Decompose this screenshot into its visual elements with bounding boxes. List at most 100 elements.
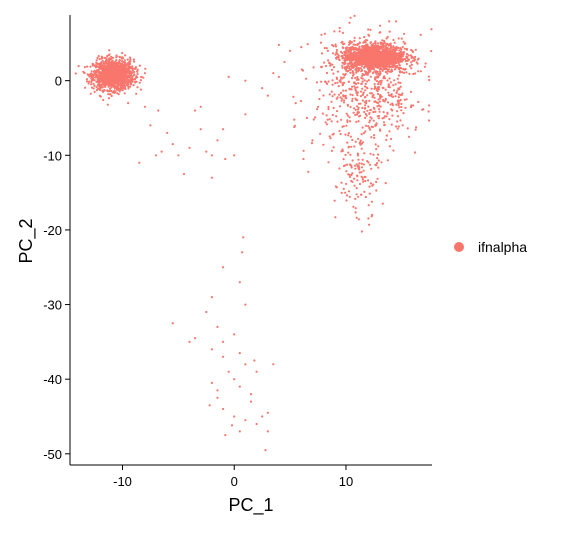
data-point bbox=[222, 340, 225, 343]
data-point bbox=[379, 24, 382, 27]
data-point bbox=[138, 161, 141, 164]
data-point bbox=[368, 163, 372, 166]
data-point bbox=[242, 236, 245, 239]
data-point bbox=[95, 86, 98, 89]
data-point bbox=[413, 57, 416, 60]
data-point bbox=[376, 45, 379, 49]
data-point bbox=[112, 68, 115, 71]
data-point bbox=[353, 36, 356, 40]
data-point bbox=[356, 57, 359, 60]
y-tick-label: -30 bbox=[43, 298, 62, 313]
data-point bbox=[384, 98, 387, 102]
data-point bbox=[93, 84, 96, 87]
data-point bbox=[382, 77, 385, 80]
data-point bbox=[216, 139, 219, 142]
data-point bbox=[397, 37, 400, 40]
data-point bbox=[104, 65, 107, 68]
data-point bbox=[100, 63, 103, 66]
data-point bbox=[392, 62, 396, 65]
data-point bbox=[330, 120, 333, 123]
data-point bbox=[222, 128, 225, 131]
data-point bbox=[383, 115, 387, 118]
data-point bbox=[349, 51, 352, 54]
data-point bbox=[154, 154, 158, 157]
data-point bbox=[264, 449, 267, 452]
data-point bbox=[378, 110, 381, 113]
data-point bbox=[396, 115, 400, 118]
data-point bbox=[132, 58, 135, 61]
data-point bbox=[139, 79, 142, 82]
data-point bbox=[395, 91, 398, 94]
data-point bbox=[350, 77, 354, 80]
data-point bbox=[341, 66, 344, 69]
data-point bbox=[349, 164, 352, 167]
data-point bbox=[411, 104, 415, 107]
data-point bbox=[114, 66, 117, 69]
data-point bbox=[351, 172, 354, 175]
data-point bbox=[103, 89, 106, 92]
data-point bbox=[405, 52, 409, 56]
x-ticks: -10 0 10 bbox=[113, 465, 353, 489]
data-point bbox=[399, 98, 402, 102]
data-point bbox=[134, 67, 137, 70]
data-point bbox=[354, 51, 357, 54]
data-point bbox=[388, 118, 391, 121]
data-point bbox=[127, 87, 130, 90]
data-point bbox=[367, 105, 370, 108]
data-point bbox=[361, 178, 364, 181]
data-point bbox=[331, 63, 334, 66]
data-point bbox=[385, 52, 388, 55]
data-point bbox=[99, 75, 102, 78]
data-point bbox=[358, 115, 361, 118]
data-point bbox=[353, 39, 356, 43]
data-point bbox=[356, 105, 359, 108]
data-point bbox=[340, 97, 344, 100]
data-point bbox=[334, 185, 337, 188]
data-point bbox=[327, 161, 330, 164]
data-point bbox=[305, 116, 308, 120]
data-point bbox=[132, 70, 135, 73]
data-point bbox=[365, 39, 369, 42]
data-point bbox=[123, 76, 126, 79]
data-point bbox=[350, 166, 353, 169]
data-point bbox=[388, 50, 391, 53]
data-point bbox=[124, 67, 127, 70]
data-point bbox=[346, 141, 349, 144]
data-point bbox=[131, 67, 134, 70]
data-point bbox=[130, 72, 133, 75]
data-point bbox=[344, 89, 347, 92]
data-point bbox=[116, 69, 119, 73]
data-point bbox=[428, 104, 431, 107]
data-point bbox=[233, 154, 236, 157]
data-point bbox=[379, 42, 382, 45]
data-point bbox=[326, 49, 329, 52]
data-point bbox=[102, 74, 105, 77]
x-tick-label: 10 bbox=[339, 474, 353, 489]
data-point bbox=[373, 83, 376, 86]
data-point bbox=[348, 21, 351, 24]
data-point bbox=[101, 82, 104, 85]
data-point bbox=[398, 88, 401, 91]
data-point bbox=[377, 86, 380, 89]
data-point bbox=[92, 87, 95, 90]
data-point bbox=[385, 68, 388, 71]
data-point bbox=[96, 70, 99, 73]
data-point bbox=[366, 73, 369, 76]
data-point bbox=[127, 85, 130, 88]
data-point bbox=[361, 63, 364, 66]
data-point bbox=[124, 54, 127, 57]
data-point bbox=[393, 41, 396, 44]
data-point bbox=[383, 55, 386, 59]
data-point bbox=[388, 130, 391, 133]
data-point bbox=[171, 143, 174, 146]
data-point bbox=[131, 69, 134, 72]
data-point bbox=[120, 57, 124, 60]
data-point bbox=[334, 43, 337, 46]
data-point bbox=[411, 49, 414, 53]
data-point bbox=[349, 16, 352, 19]
data-point bbox=[365, 86, 368, 89]
data-point bbox=[119, 82, 122, 85]
data-point bbox=[367, 62, 370, 66]
data-point bbox=[368, 34, 371, 37]
data-point bbox=[128, 62, 131, 65]
